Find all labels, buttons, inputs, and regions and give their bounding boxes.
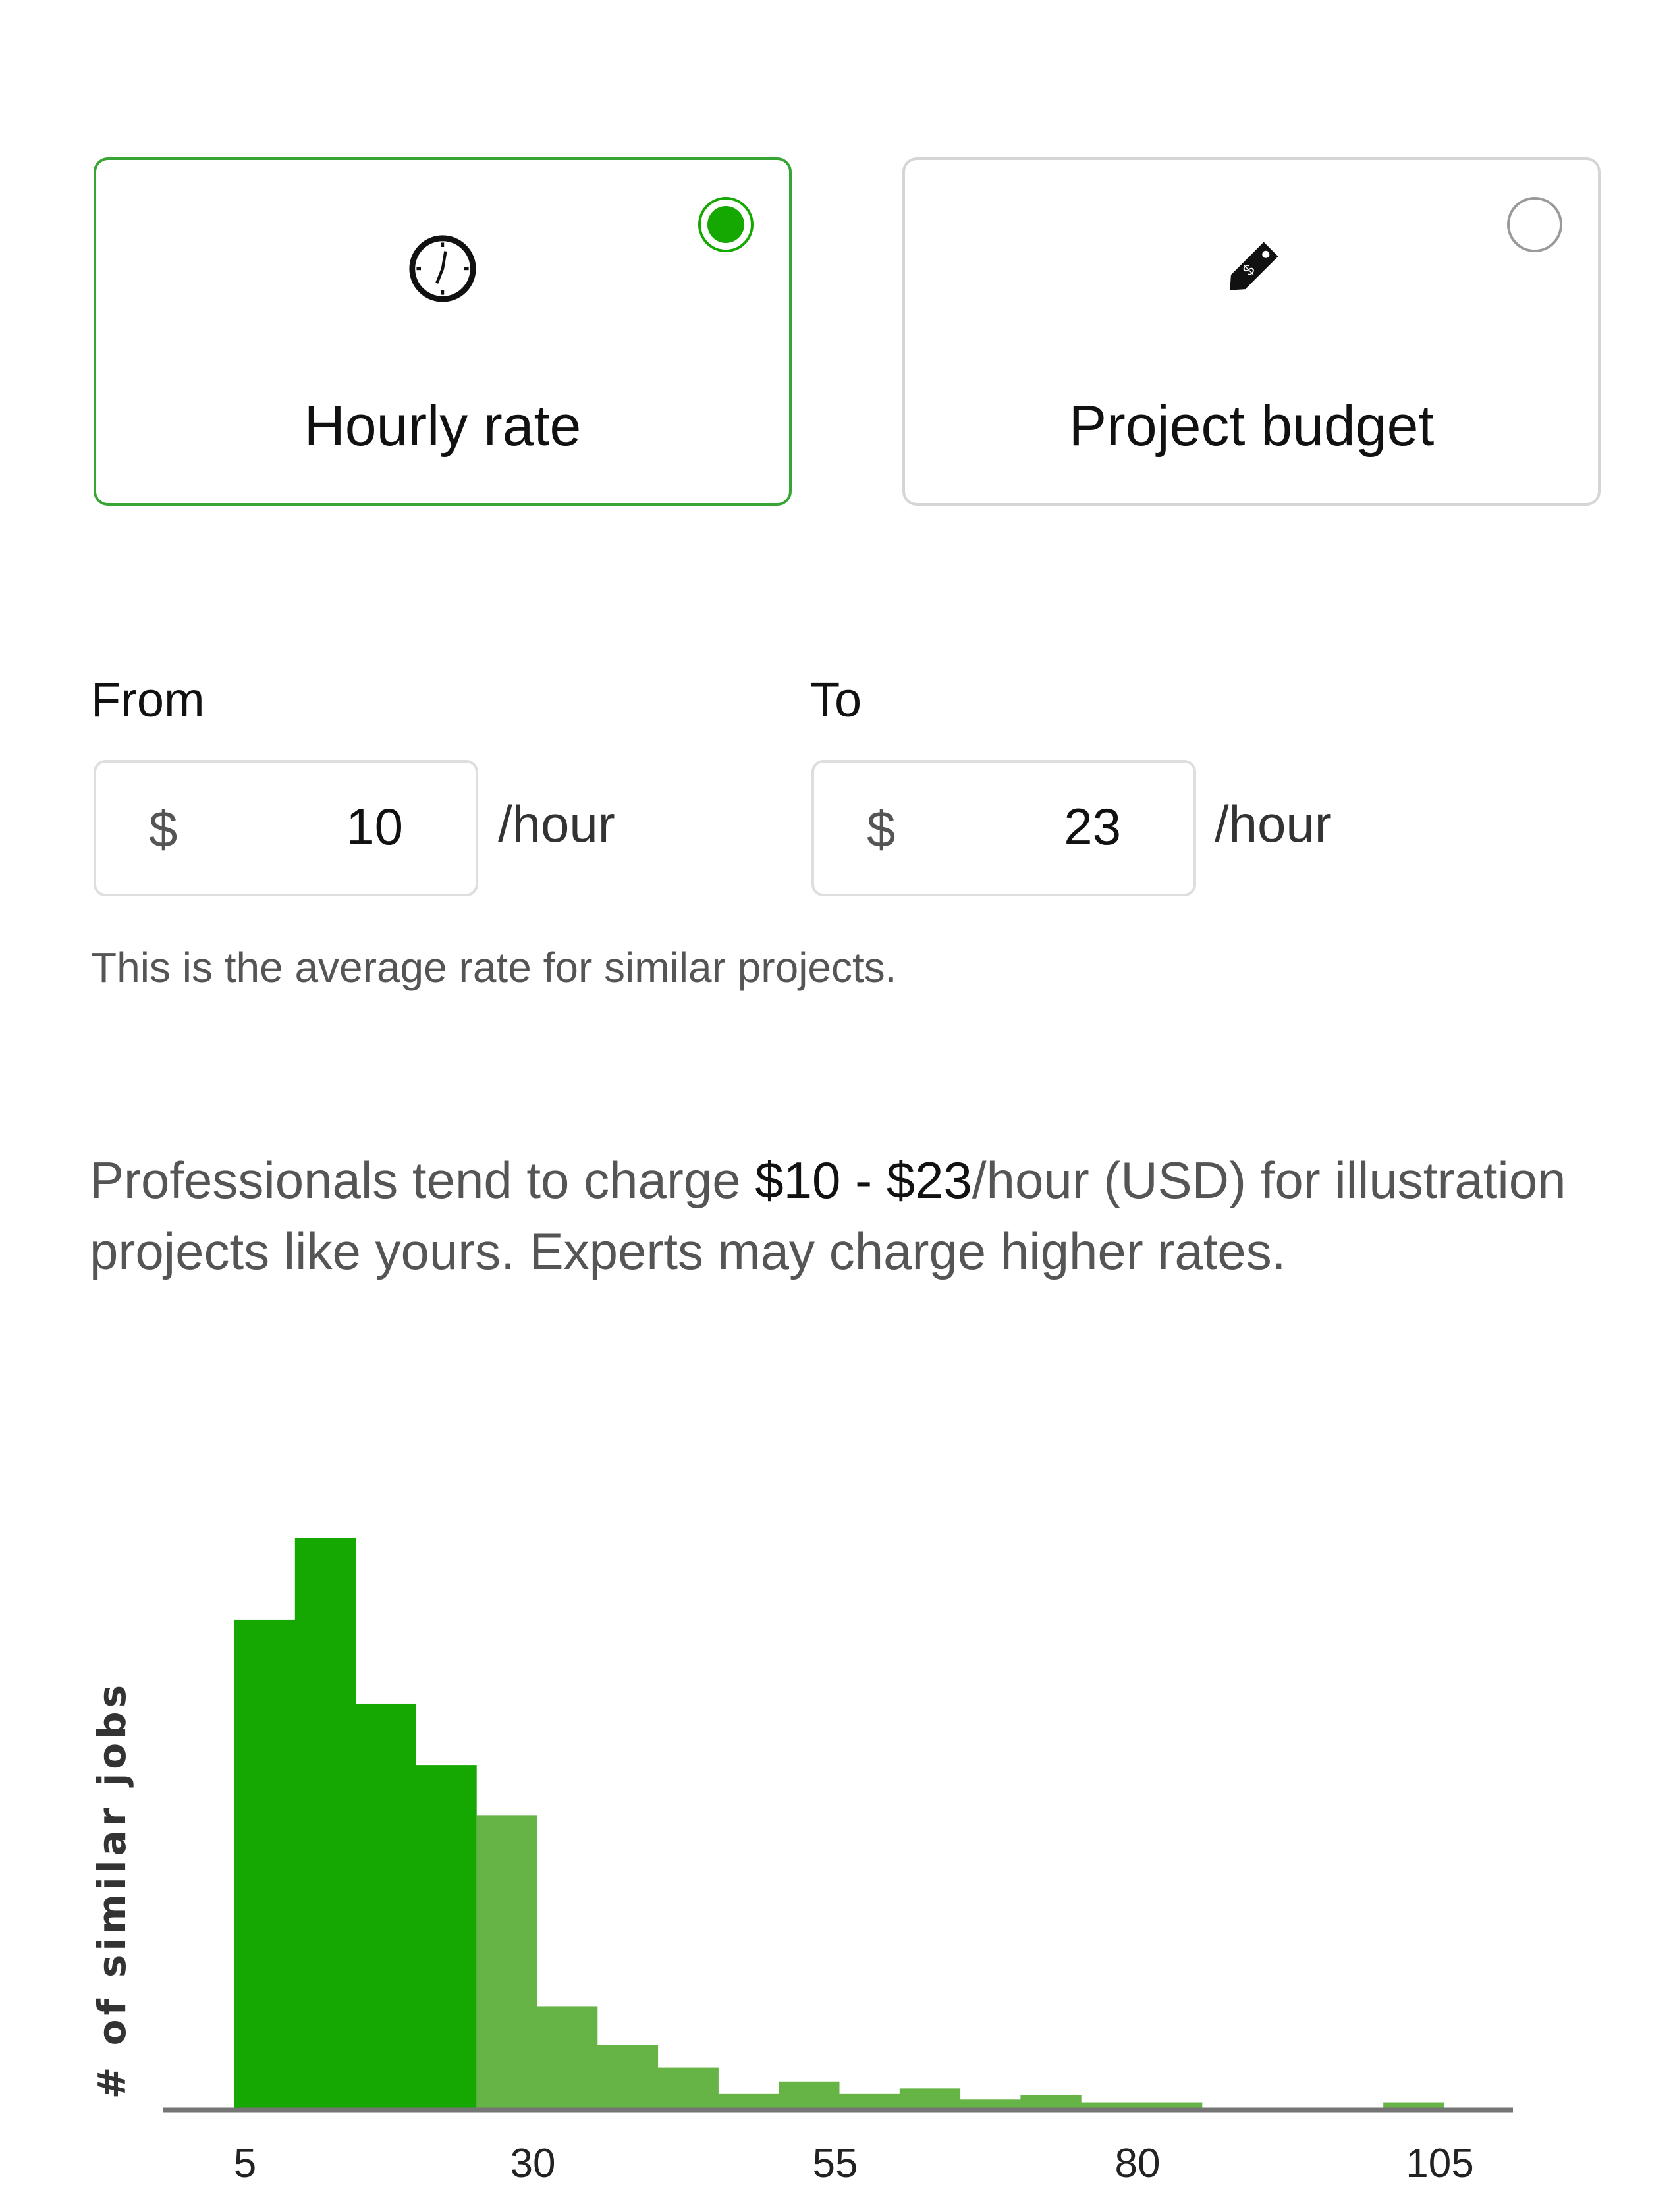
histogram-bar — [416, 1765, 477, 2108]
clock-icon — [409, 235, 476, 302]
to-rate-value[interactable]: 23 — [1064, 797, 1121, 855]
histogram-bar — [1020, 2095, 1082, 2108]
x-tick-label: 5 — [234, 2141, 256, 2186]
x-tick-label: 80 — [1115, 2141, 1161, 2186]
histogram-bar — [597, 2045, 659, 2108]
rate-summary: Professionals tend to charge $10 - $23/h… — [90, 1145, 1604, 1287]
histogram-bar — [779, 2081, 840, 2108]
hourly-rate-label: Hourly rate — [304, 394, 582, 458]
histogram-bar — [1383, 2102, 1444, 2108]
histogram-bar — [1081, 2102, 1142, 2108]
x-tick-label: 105 — [1406, 2141, 1473, 2186]
currency-symbol: $ — [149, 800, 178, 858]
histogram-bar — [476, 1815, 537, 2108]
to-unit: /hour — [1215, 795, 1332, 853]
rate-hint: This is the average rate for similar pro… — [91, 944, 897, 991]
project-budget-label: Project budget — [1068, 394, 1435, 458]
histogram-bar — [537, 2006, 598, 2108]
histogram-bar — [899, 2088, 961, 2108]
histogram-bar — [657, 2067, 719, 2108]
hourly-rate-option[interactable]: Hourly rate — [94, 157, 792, 506]
histogram-bar — [718, 2093, 779, 2108]
from-rate-input[interactable]: $ 10 — [94, 760, 478, 896]
x-tick-label: 30 — [510, 2141, 556, 2186]
summary-range: $10 - $23 — [755, 1151, 972, 1209]
x-tick-label: 55 — [813, 2141, 858, 2186]
to-rate-input[interactable]: $ 23 — [811, 760, 1196, 896]
histogram-bar — [355, 1703, 416, 2108]
histogram-bar — [1141, 2102, 1203, 2108]
to-label: To — [810, 672, 862, 727]
hourly-rate-radio[interactable] — [698, 197, 754, 252]
histogram-bar — [839, 2093, 900, 2108]
histogram-bar — [960, 2099, 1021, 2108]
summary-suffix: /hour (USD) for illustration projects li… — [90, 1151, 1566, 1280]
histogram-bar — [234, 1619, 296, 2108]
summary-prefix: Professionals tend to charge — [90, 1151, 755, 1209]
y-axis-label: # of similar jobs — [90, 1681, 134, 2099]
from-unit: /hour — [498, 795, 615, 853]
from-label: From — [91, 672, 205, 727]
histogram-bars — [234, 1538, 1444, 2108]
x-tick-labels: 5 30 55 80 105 — [234, 2141, 1474, 2186]
currency-symbol: $ — [867, 800, 896, 858]
project-budget-option[interactable]: $ Project budget — [902, 157, 1601, 506]
histogram-bar — [294, 1538, 356, 2108]
project-budget-radio[interactable] — [1507, 197, 1562, 252]
price-tag-icon: $ — [1230, 242, 1278, 290]
from-rate-value[interactable]: 10 — [346, 797, 403, 855]
